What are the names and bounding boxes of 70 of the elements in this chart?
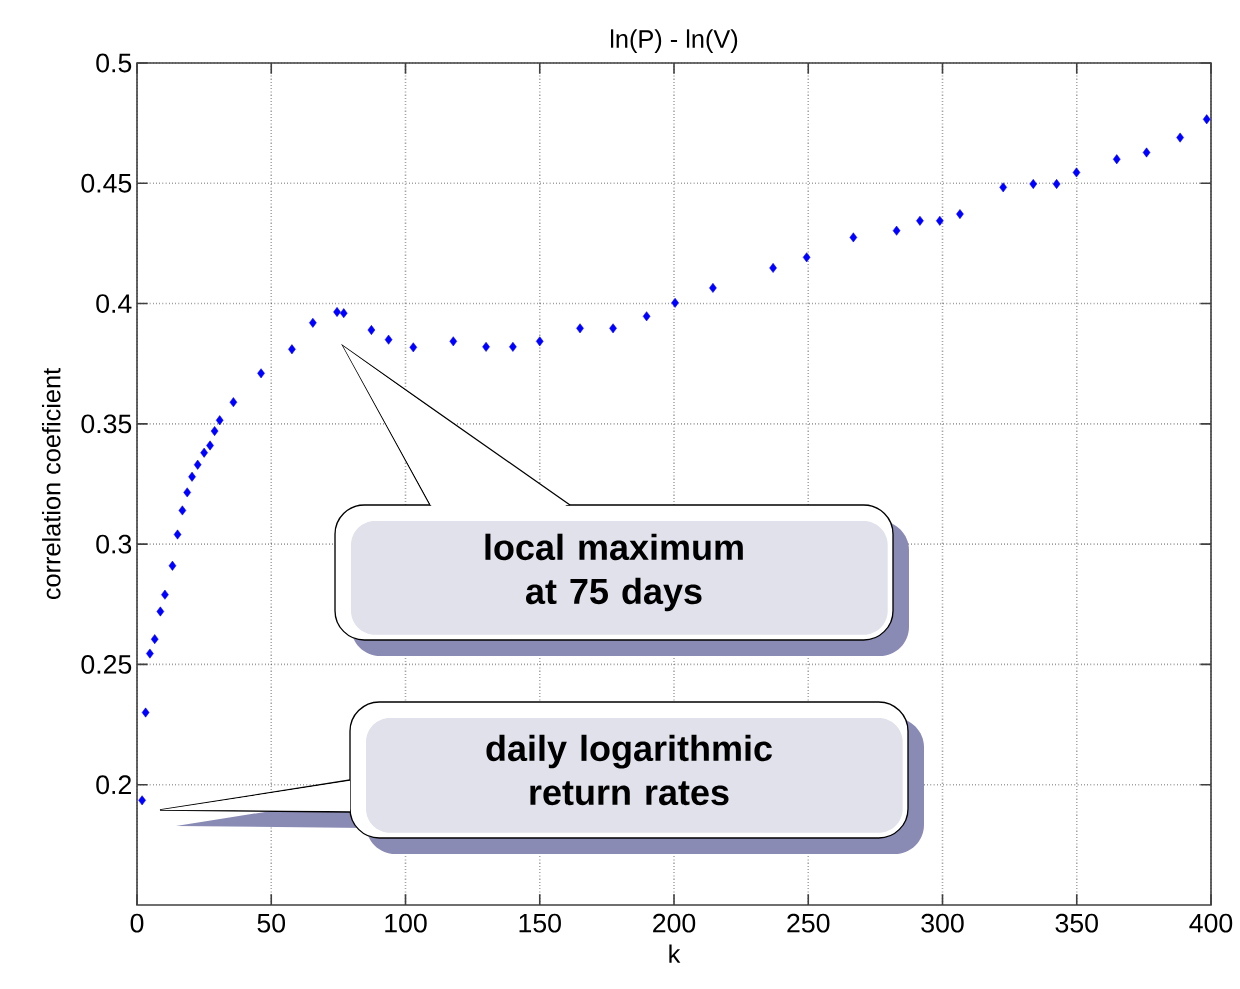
point <box>183 487 191 498</box>
point <box>671 297 679 308</box>
y-axis-title: correlation coeficient <box>41 368 61 600</box>
point <box>769 263 777 273</box>
point <box>215 415 224 426</box>
point <box>146 648 154 659</box>
point <box>576 323 584 334</box>
y-tick-label: 0.25 <box>81 654 132 674</box>
point <box>257 368 265 379</box>
x-tick-label: 50 <box>257 913 286 933</box>
point <box>200 447 208 458</box>
annotation: daily logarithmic return rates <box>486 734 772 806</box>
point <box>709 282 717 293</box>
x-tick-label: 100 <box>385 913 427 933</box>
x-tick-label: 200 <box>653 913 696 933</box>
x-tick-label: 150 <box>519 913 561 933</box>
point <box>288 344 296 355</box>
point <box>1202 114 1211 125</box>
point <box>849 232 858 243</box>
point <box>892 225 901 236</box>
point <box>535 336 544 347</box>
y-tick-label: 0.45 <box>81 173 132 193</box>
point <box>449 336 458 347</box>
point <box>409 342 418 353</box>
point <box>1052 179 1061 189</box>
point <box>509 341 517 352</box>
point <box>916 215 924 226</box>
point <box>141 707 150 718</box>
point <box>210 426 219 436</box>
point <box>161 589 169 600</box>
point <box>999 182 1007 193</box>
point <box>367 325 376 335</box>
point <box>1072 167 1081 178</box>
point <box>156 606 165 617</box>
x-tick-label: 350 <box>1055 913 1098 933</box>
point <box>802 252 811 263</box>
point <box>1112 154 1121 165</box>
point <box>339 308 348 319</box>
point <box>229 397 238 408</box>
point <box>1142 147 1151 158</box>
x-tick-label: 300 <box>921 913 964 933</box>
point <box>1029 179 1038 189</box>
point <box>178 505 187 516</box>
x-tick-label: 0 <box>130 913 144 933</box>
point <box>206 440 214 451</box>
y-tick-label: 0.2 <box>96 775 131 795</box>
point <box>642 311 651 322</box>
point <box>309 317 317 328</box>
y-tick-label: 0.4 <box>96 294 132 313</box>
y-tick-label: 0.5 <box>96 53 132 73</box>
point <box>609 323 617 334</box>
point <box>173 529 182 540</box>
annotation: local maximum at 75 days <box>485 533 743 612</box>
point <box>168 560 177 571</box>
x-tick-label: 400 <box>1189 913 1233 933</box>
point <box>150 634 159 645</box>
point <box>1176 132 1184 143</box>
x-tick-label: 250 <box>787 913 830 933</box>
chart-title: ln(P) - ln(V) <box>610 29 738 53</box>
point <box>333 307 341 317</box>
point <box>482 341 490 352</box>
y-tick-label: 0.3 <box>96 534 132 554</box>
point <box>936 215 944 226</box>
point <box>956 209 964 220</box>
point <box>384 334 393 345</box>
y-tick-label: 0.35 <box>81 414 132 434</box>
point <box>188 471 196 482</box>
point <box>138 795 146 806</box>
point <box>193 459 202 470</box>
x-axis-title: k <box>669 944 681 963</box>
